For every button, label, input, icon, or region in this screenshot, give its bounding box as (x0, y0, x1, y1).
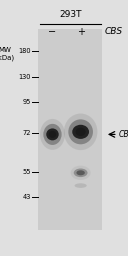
Text: 72: 72 (22, 130, 31, 136)
Ellipse shape (71, 166, 91, 180)
Text: CBS: CBS (119, 130, 128, 139)
Ellipse shape (64, 114, 97, 150)
Text: 95: 95 (22, 99, 31, 105)
Text: −: − (48, 27, 57, 37)
Ellipse shape (46, 129, 59, 140)
Text: MW
(kDa): MW (kDa) (0, 47, 15, 61)
Text: 180: 180 (18, 48, 31, 54)
Text: +: + (77, 27, 85, 37)
Ellipse shape (43, 124, 62, 145)
Text: CBS: CBS (105, 27, 123, 36)
Ellipse shape (72, 125, 89, 139)
Ellipse shape (49, 131, 56, 138)
Ellipse shape (74, 183, 87, 188)
Text: 55: 55 (22, 168, 31, 175)
Ellipse shape (68, 119, 93, 144)
Ellipse shape (76, 170, 85, 175)
Text: 293T: 293T (59, 9, 82, 19)
Text: 43: 43 (22, 194, 31, 200)
Ellipse shape (76, 128, 86, 136)
Text: 130: 130 (18, 74, 31, 80)
FancyBboxPatch shape (38, 29, 102, 230)
Ellipse shape (74, 168, 88, 177)
Ellipse shape (40, 119, 65, 150)
